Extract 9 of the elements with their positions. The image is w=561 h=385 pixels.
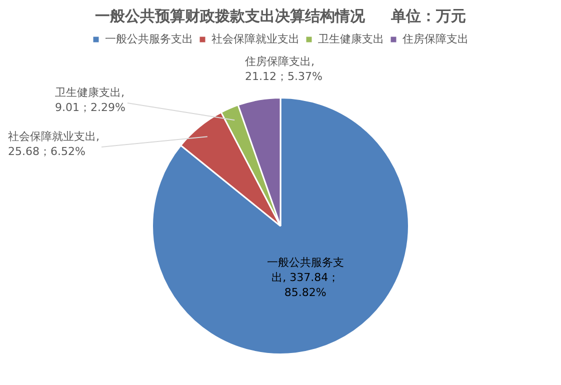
data-label: 一般公共服务支出, 337.84；85.82% bbox=[266, 256, 344, 299]
legend-label: 住房保障支出 bbox=[402, 32, 468, 46]
legend-label: 卫生健康支出 bbox=[318, 32, 384, 46]
data-label: 卫生健康支出, 9.01；2.29% bbox=[55, 86, 126, 114]
data-label: 社会保障就业支出, 25.68；6.52% bbox=[8, 130, 100, 158]
legend-label: 一般公共服务支出 bbox=[105, 32, 193, 46]
chart-title: 一般公共预算财政拨款支出决算结构情况 单位：万元 bbox=[94, 6, 466, 25]
data-label: 住房保障支出, 21.12；5.37% bbox=[245, 54, 322, 83]
legend-label: 社会保障就业支出 bbox=[212, 32, 300, 46]
